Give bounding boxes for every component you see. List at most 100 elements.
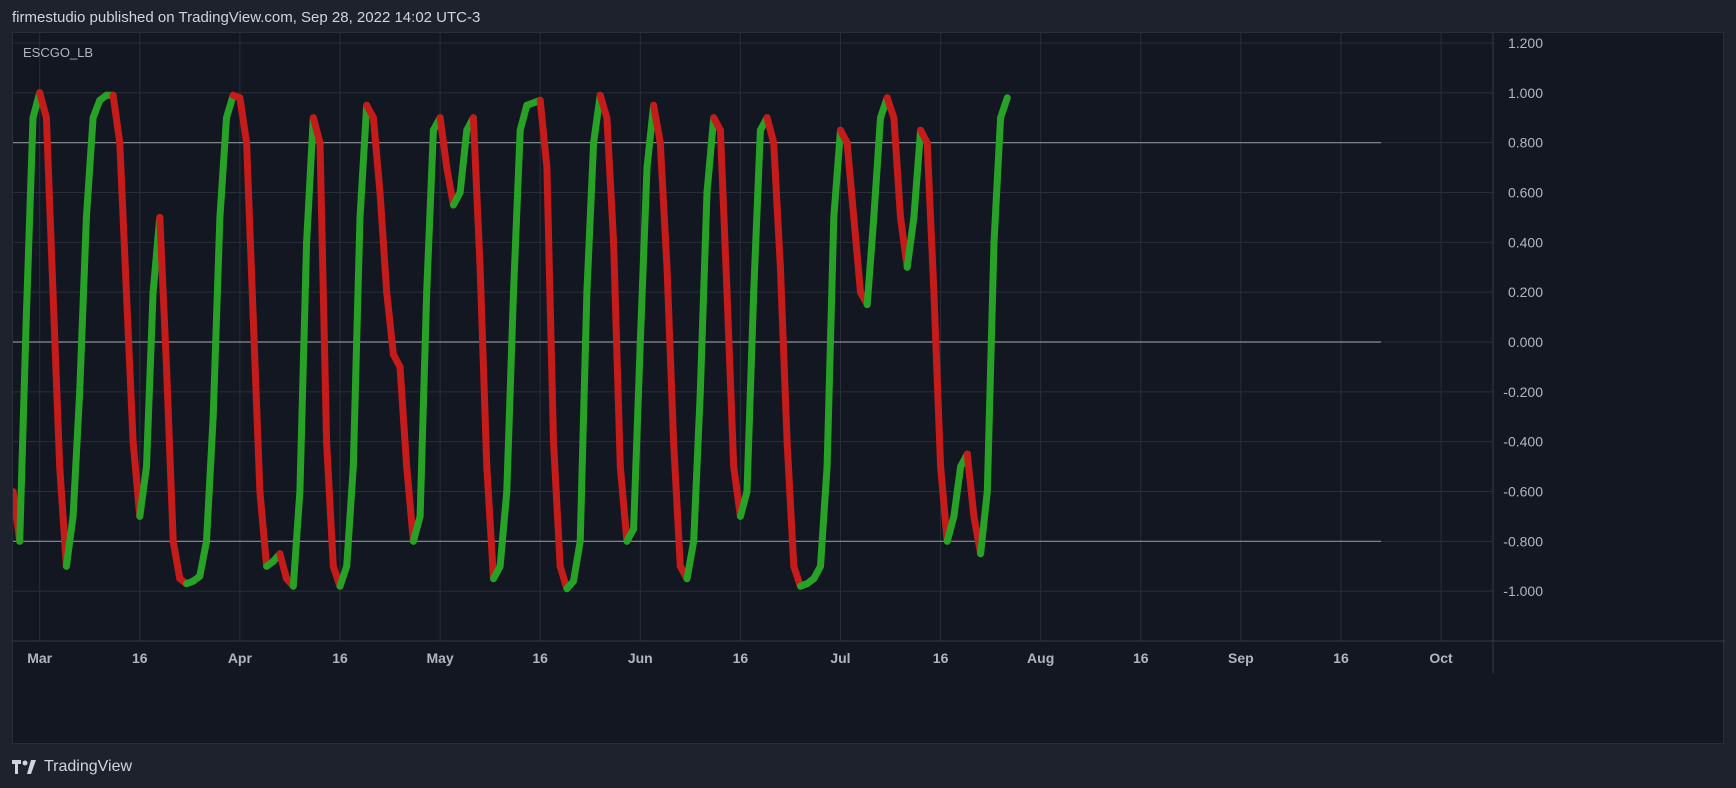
series-segment-16 bbox=[116, 139, 130, 296]
x-tick-label-3: 16 bbox=[332, 650, 348, 666]
series-segment-91 bbox=[616, 463, 631, 545]
x-tick-label-10: Aug bbox=[1027, 650, 1054, 666]
series-layer bbox=[13, 89, 1011, 593]
series-segment-111 bbox=[750, 126, 764, 296]
series-segment-59 bbox=[403, 463, 417, 545]
series-segment-125 bbox=[843, 139, 858, 221]
series-segment-121 bbox=[817, 463, 831, 570]
series-segment-148 bbox=[997, 94, 1011, 122]
series-segment-126 bbox=[850, 213, 864, 296]
series-segment-101 bbox=[683, 537, 698, 583]
series-segment-88 bbox=[596, 91, 611, 122]
series-segment-113 bbox=[763, 114, 778, 147]
x-tick-label-5: 16 bbox=[532, 650, 548, 666]
series-segment-107 bbox=[723, 288, 738, 471]
y-tick-label-3: 0.600 bbox=[1508, 185, 1543, 201]
series-segment-8 bbox=[62, 512, 77, 570]
series-segment-97 bbox=[656, 139, 671, 271]
series-segment-115 bbox=[776, 263, 791, 446]
series-segment-104 bbox=[703, 114, 718, 196]
series-segment-147 bbox=[990, 114, 1005, 246]
series-segment-102 bbox=[690, 388, 704, 545]
series-segment-61 bbox=[416, 288, 431, 520]
series-segment-9 bbox=[69, 388, 84, 520]
series-segment-51 bbox=[349, 213, 364, 471]
series-segment-22 bbox=[156, 213, 170, 371]
x-tick-label-1: 16 bbox=[132, 650, 148, 666]
series-segment-47 bbox=[323, 438, 337, 570]
grid bbox=[13, 33, 1725, 673]
series-segment-20 bbox=[143, 288, 157, 471]
series-segment-6 bbox=[49, 288, 64, 471]
series-segment-36 bbox=[249, 313, 264, 495]
series-segment-52 bbox=[356, 101, 371, 221]
series-segment-140 bbox=[943, 512, 958, 545]
time-axis[interactable]: Mar 16 Apr 16 May 16 Jun 16 Jul 16 Aug 16 Sep 16 Oct bbox=[27, 650, 1453, 666]
series-segment-143 bbox=[963, 450, 978, 520]
series-segment-29 bbox=[203, 413, 217, 545]
series-segment-28 bbox=[196, 537, 210, 580]
series-segment-60 bbox=[409, 512, 424, 545]
series-segment-46 bbox=[316, 139, 331, 446]
series-segment-93 bbox=[630, 338, 644, 533]
series-segment-69 bbox=[469, 114, 484, 271]
series-segment-79 bbox=[536, 96, 551, 172]
series-segment-138 bbox=[930, 288, 945, 471]
y-tick-label-6: 0.000 bbox=[1508, 334, 1543, 350]
series-segment-32 bbox=[223, 91, 237, 122]
brand-name: TradingView bbox=[44, 758, 133, 775]
series-segment-67 bbox=[456, 126, 471, 196]
footer-brand[interactable]: TradingView bbox=[12, 758, 132, 776]
series-segment-135 bbox=[910, 126, 925, 221]
series-segment-5 bbox=[42, 114, 57, 296]
series-segment-37 bbox=[256, 488, 271, 570]
series-segment-76 bbox=[516, 101, 531, 134]
series-segment-116 bbox=[783, 438, 798, 570]
series-segment-55 bbox=[376, 189, 391, 296]
series-segment-10 bbox=[76, 213, 90, 396]
series-segment-134 bbox=[903, 213, 918, 271]
x-tick-label-9: 16 bbox=[933, 650, 949, 666]
series-segment-1 bbox=[16, 313, 30, 545]
x-tick-label-2: Apr bbox=[228, 650, 253, 666]
series-segment-98 bbox=[663, 263, 678, 446]
series-segment-34 bbox=[236, 94, 251, 147]
series-segment-128 bbox=[863, 213, 878, 309]
x-tick-label-14: Oct bbox=[1429, 650, 1453, 666]
series-segment-44 bbox=[303, 114, 317, 246]
series-segment-75 bbox=[510, 126, 524, 296]
series-segment-122 bbox=[823, 213, 838, 471]
series-segment-62 bbox=[423, 126, 437, 296]
series-segment-23 bbox=[163, 363, 177, 545]
series-segment-81 bbox=[550, 438, 564, 570]
series-segment-54 bbox=[369, 114, 384, 196]
series-segment-84 bbox=[570, 537, 584, 585]
series-segment-109 bbox=[736, 488, 751, 520]
series-segment-96 bbox=[650, 101, 664, 147]
series-segment-123 bbox=[830, 126, 844, 221]
y-tick-label-5: 0.200 bbox=[1508, 284, 1543, 300]
series-segment-89 bbox=[603, 114, 618, 246]
series-segment-110 bbox=[743, 288, 758, 495]
series-segment-43 bbox=[296, 238, 311, 495]
series-segment-85 bbox=[576, 288, 591, 545]
series-segment-86 bbox=[583, 139, 598, 296]
series-segment-114 bbox=[770, 139, 784, 271]
x-tick-label-11: 16 bbox=[1133, 650, 1149, 666]
series-segment-65 bbox=[443, 164, 457, 209]
y-tick-label-0: 1.200 bbox=[1508, 35, 1543, 51]
x-tick-label-13: 16 bbox=[1333, 650, 1349, 666]
series-segment-56 bbox=[383, 288, 397, 358]
y-tick-label-2: 0.800 bbox=[1508, 135, 1543, 151]
series-segment-103 bbox=[696, 189, 711, 396]
published-caption: firmestudio published on TradingView.com… bbox=[12, 9, 481, 26]
y-tick-label-10: -0.800 bbox=[1503, 533, 1543, 549]
oscillator-chart[interactable]: 1.200 1.000 0.800 0.600 0.400 0.200 0.000 -0.20… bbox=[13, 33, 1725, 745]
price-axis[interactable]: 1.200 1.000 0.800 0.600 0.400 0.200 0.000 -0.20… bbox=[1503, 35, 1543, 599]
series-segment-146 bbox=[983, 238, 998, 495]
series-segment-64 bbox=[436, 114, 451, 172]
series-segment-50 bbox=[343, 463, 357, 570]
series-segment-31 bbox=[216, 114, 230, 221]
chart-pane[interactable]: 1.200 1.000 0.800 0.600 0.400 0.200 0.000 -0.20… bbox=[12, 32, 1725, 745]
x-tick-label-4: May bbox=[426, 650, 453, 666]
